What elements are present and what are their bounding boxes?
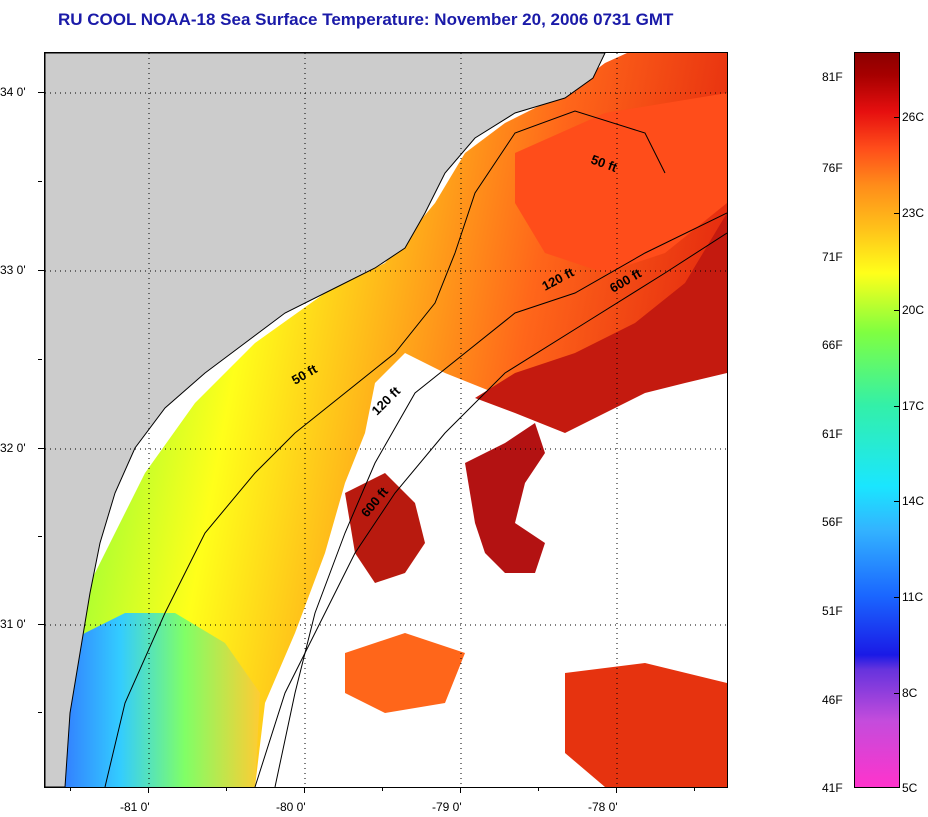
warm-patch-south bbox=[565, 663, 727, 787]
isobath-50ft bbox=[104, 110, 666, 787]
colorbar-tick bbox=[894, 597, 899, 598]
lat-tick bbox=[38, 448, 44, 449]
colorbar-c-8: 8C bbox=[902, 686, 918, 700]
lat-tick bbox=[38, 536, 42, 537]
lat-label-32: 32 0' bbox=[0, 441, 26, 455]
colorbar-c-11: 11C bbox=[902, 590, 924, 604]
colorbar-f-81: 81F bbox=[822, 70, 843, 84]
colorbar-f-51: 51F bbox=[822, 604, 843, 618]
lon-tick bbox=[538, 787, 539, 791]
warm-patch-mid bbox=[345, 633, 465, 713]
colorbar-f-61: 61F bbox=[822, 427, 843, 441]
colorbar-tick bbox=[894, 213, 899, 214]
lat-label-33: 33 0' bbox=[0, 263, 26, 277]
colorbar-tick bbox=[894, 117, 899, 118]
lon-label-78: -78 0' bbox=[588, 800, 618, 814]
gulf-stream-filament bbox=[465, 423, 545, 573]
northern-warm-water bbox=[515, 93, 727, 273]
map-title: RU COOL NOAA-18 Sea Surface Temperature:… bbox=[58, 10, 674, 29]
lat-label-34: 34 0' bbox=[0, 85, 26, 99]
lon-tick bbox=[70, 787, 71, 791]
colorbar-tick bbox=[894, 693, 899, 694]
colorbar-tick bbox=[894, 310, 899, 311]
lon-label-81: -81 0' bbox=[120, 800, 150, 814]
colorbar-f-71: 71F bbox=[822, 250, 843, 264]
lon-tick bbox=[304, 787, 305, 793]
lon-tick bbox=[460, 787, 461, 793]
colorbar-c-26: 26C bbox=[902, 110, 925, 124]
lon-label-79: -79 0' bbox=[432, 800, 462, 814]
southern-cool-water bbox=[45, 613, 260, 787]
colorbar-c-20: 20C bbox=[902, 303, 925, 317]
lat-tick bbox=[38, 624, 44, 625]
colorbar-tick bbox=[894, 406, 899, 407]
sst-map[interactable]: 50 ft 120 ft 600 ft 50 ft 120 ft 600 ft bbox=[44, 52, 728, 788]
colorbar-tick bbox=[894, 501, 899, 502]
warm-eddy bbox=[345, 473, 425, 583]
lat-tick bbox=[38, 181, 42, 182]
lat-tick bbox=[38, 92, 44, 93]
lon-tick bbox=[226, 787, 227, 791]
isobath-120ft bbox=[274, 212, 727, 787]
colorbar-f-66: 66F bbox=[822, 338, 843, 352]
lon-tick bbox=[694, 787, 695, 791]
colorbar-c-17: 17C bbox=[902, 399, 925, 413]
colorbar-c-5: 5C bbox=[902, 781, 918, 795]
lon-tick bbox=[616, 787, 617, 793]
colorbar-f-46: 46F bbox=[822, 693, 843, 707]
lon-tick bbox=[148, 787, 149, 793]
colorbar-c-14: 14C bbox=[902, 494, 925, 508]
gulf-stream-core bbox=[475, 213, 727, 433]
lat-tick bbox=[38, 270, 44, 271]
lon-label-80: -80 0' bbox=[276, 800, 306, 814]
colorbar-f-76: 76F bbox=[822, 161, 843, 175]
lat-tick bbox=[38, 712, 42, 713]
colorbar-c-23: 23C bbox=[902, 206, 925, 220]
colorbar-f-41: 41F bbox=[822, 781, 843, 795]
graticule bbox=[45, 53, 727, 787]
lon-tick bbox=[382, 787, 383, 791]
lat-label-31: 31 0' bbox=[0, 617, 26, 631]
colorbar-f-56: 56F bbox=[822, 515, 843, 529]
temperature-colorbar bbox=[854, 52, 900, 788]
lat-tick bbox=[38, 359, 42, 360]
sst-map-canvas: 50 ft 120 ft 600 ft 50 ft 120 ft 600 ft bbox=[45, 53, 727, 787]
land-mass bbox=[45, 53, 606, 787]
